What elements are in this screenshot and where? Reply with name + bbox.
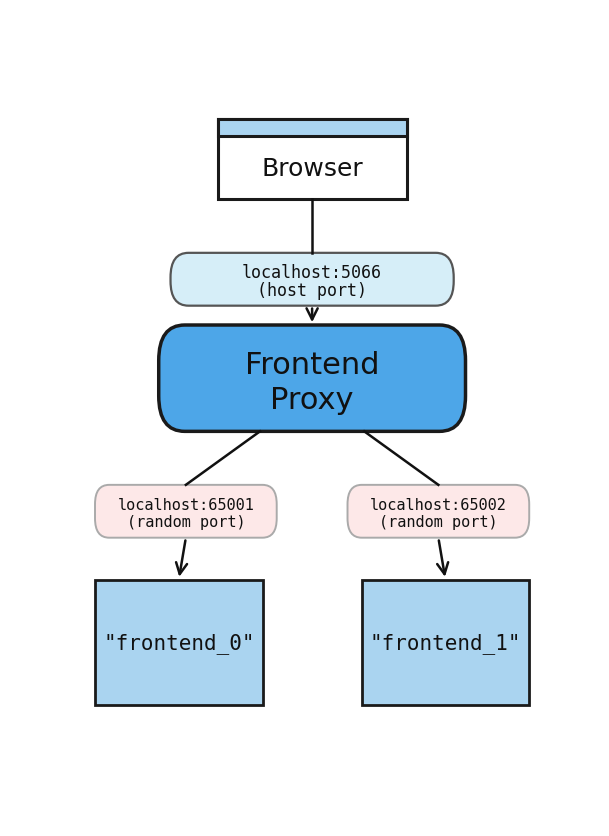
Text: "frontend_1": "frontend_1" — [370, 632, 521, 653]
Text: (random port): (random port) — [379, 515, 498, 530]
Text: Browser: Browser — [261, 156, 363, 181]
Text: localhost:65001: localhost:65001 — [118, 497, 255, 512]
Text: (random port): (random port) — [127, 515, 245, 530]
FancyBboxPatch shape — [348, 485, 529, 538]
Text: Proxy: Proxy — [270, 385, 354, 415]
FancyBboxPatch shape — [362, 580, 529, 706]
FancyBboxPatch shape — [159, 325, 465, 432]
FancyBboxPatch shape — [171, 253, 454, 306]
FancyBboxPatch shape — [95, 580, 262, 706]
FancyBboxPatch shape — [95, 485, 276, 538]
Text: Frontend: Frontend — [245, 350, 379, 380]
Text: localhost:5066: localhost:5066 — [242, 264, 382, 282]
FancyBboxPatch shape — [218, 120, 407, 200]
FancyBboxPatch shape — [218, 120, 407, 137]
Text: (host port): (host port) — [257, 282, 367, 299]
Text: "frontend_0": "frontend_0" — [103, 632, 255, 653]
Text: localhost:65002: localhost:65002 — [370, 497, 507, 512]
